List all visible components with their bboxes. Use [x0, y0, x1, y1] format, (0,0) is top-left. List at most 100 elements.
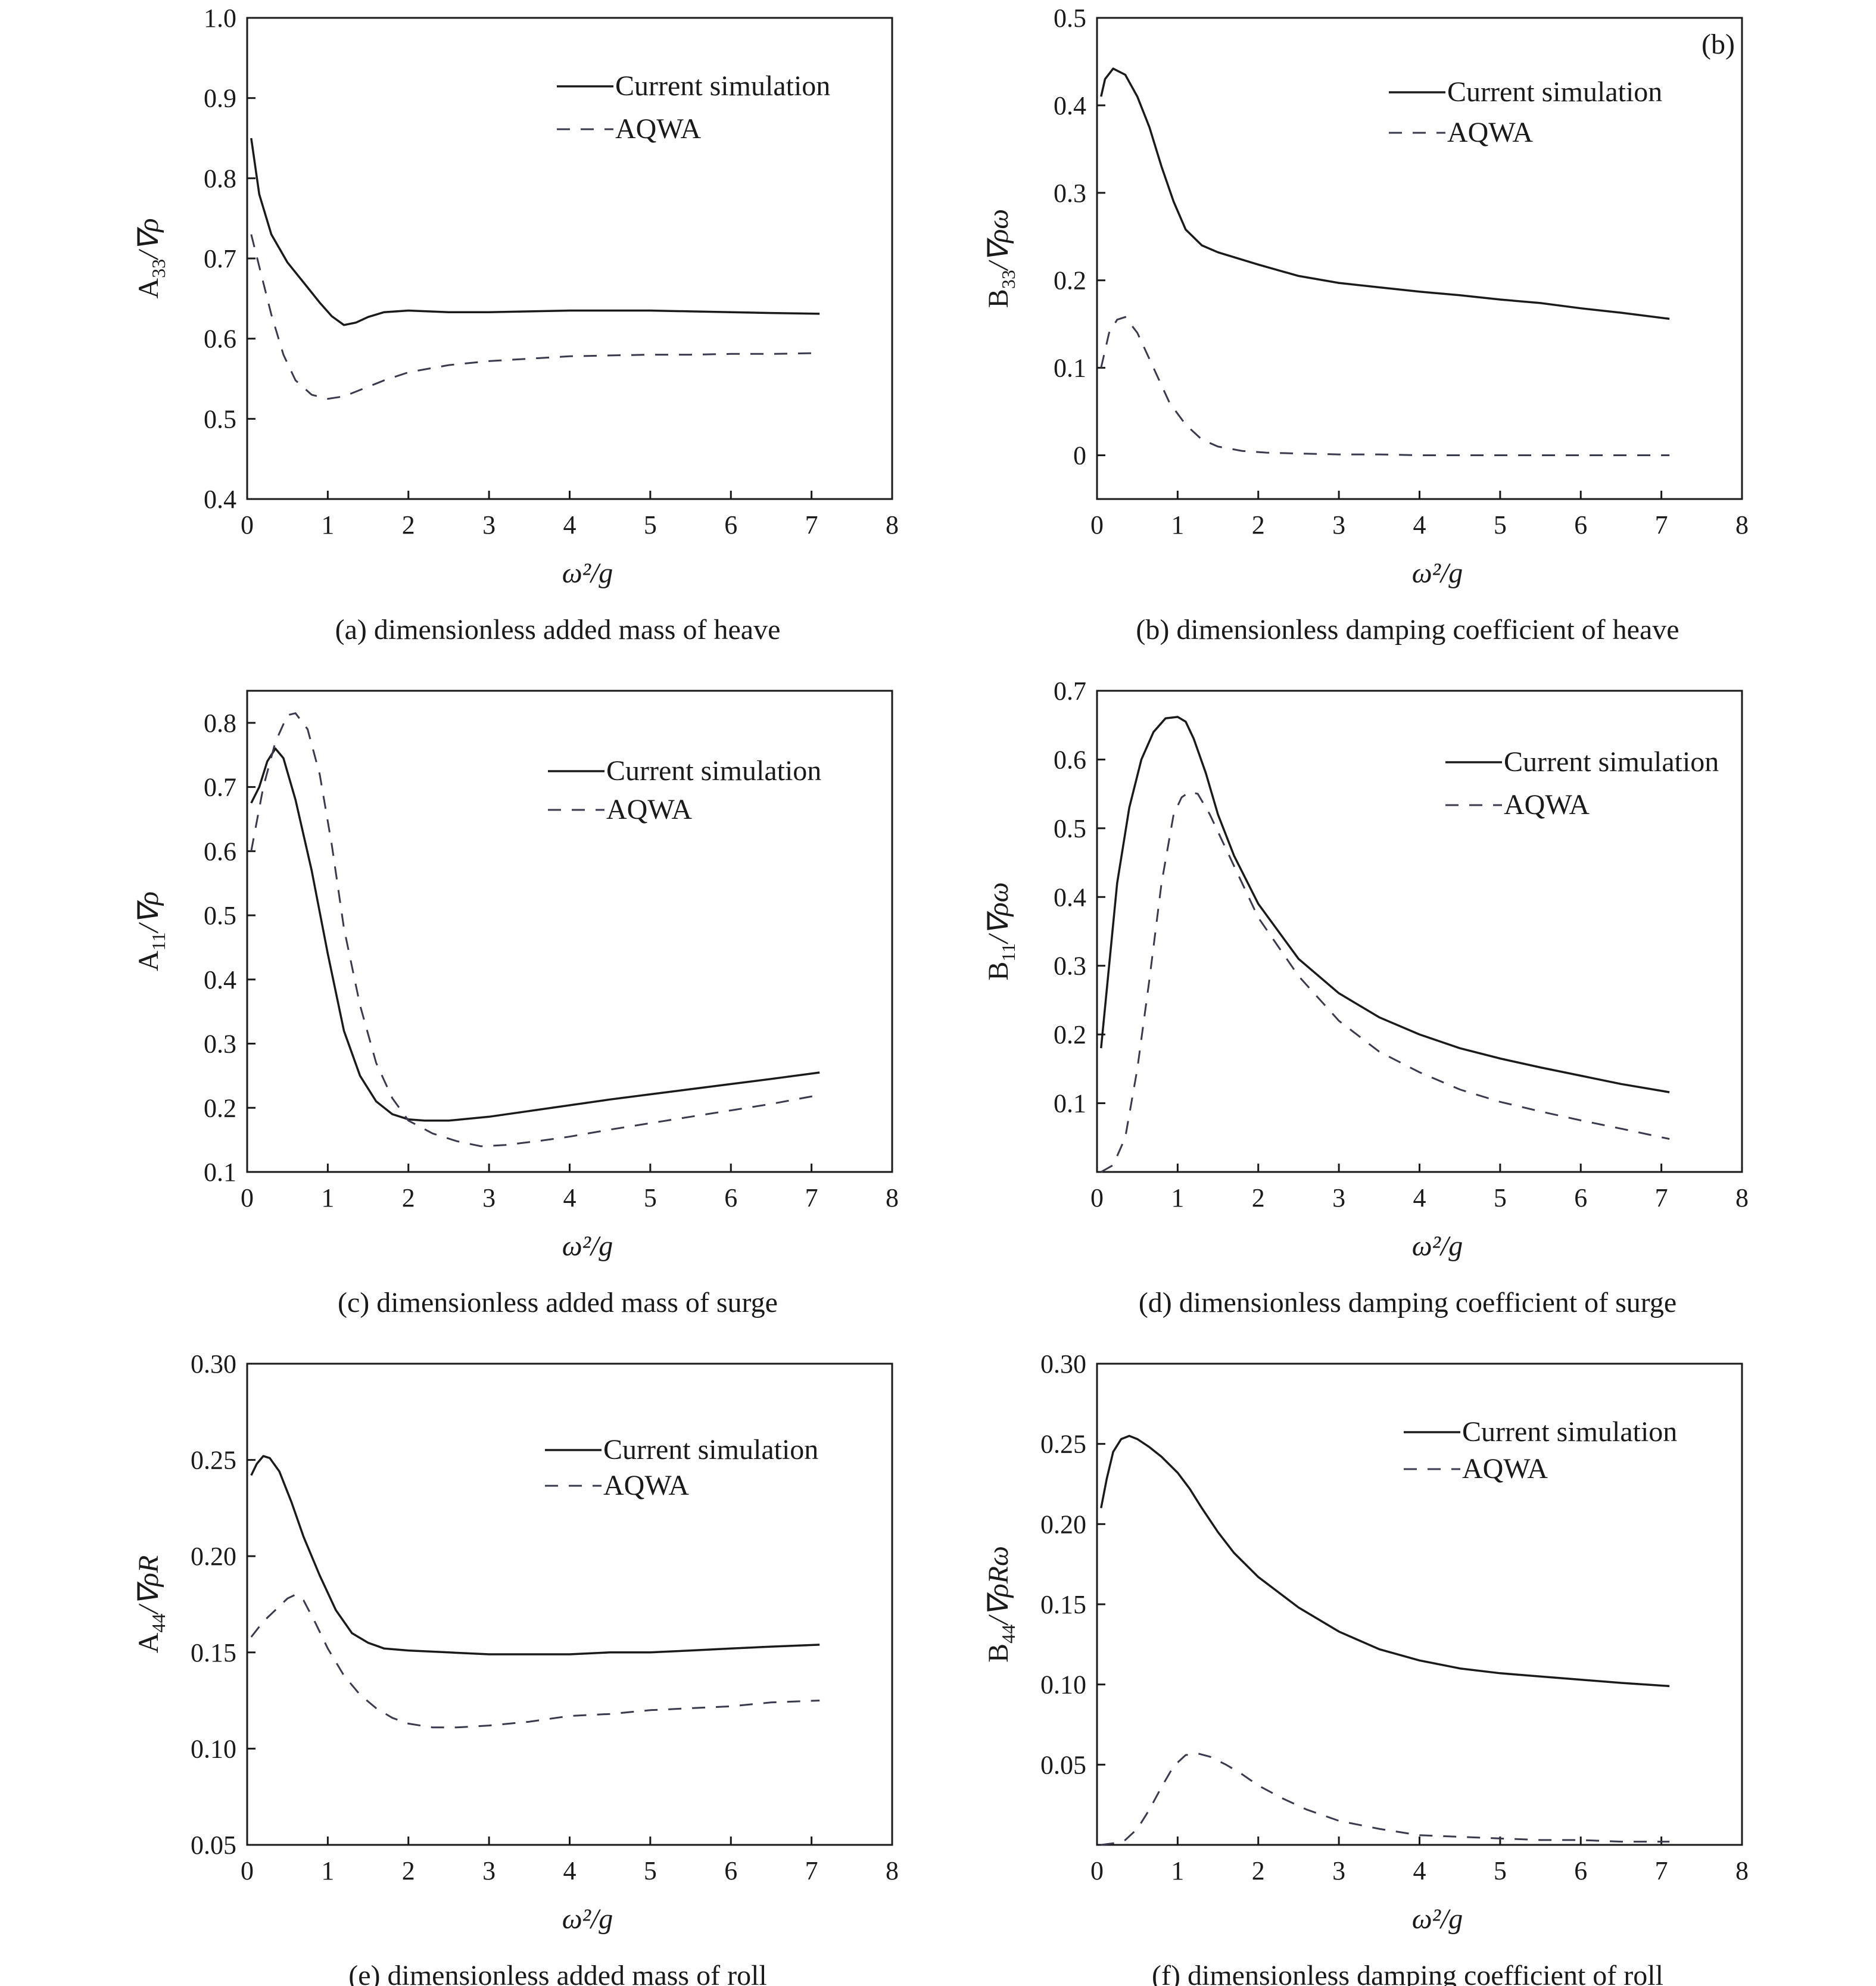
y-axis-label-subscript: 33 — [148, 259, 169, 278]
y-axis-label-subscript: 33 — [998, 270, 1019, 289]
x-axis-label: ω²/g — [1412, 557, 1463, 589]
series-line-aqwa — [1101, 1752, 1670, 1846]
x-axis-label: ω²/g — [562, 1230, 613, 1262]
y-tick-label: 0.1 — [204, 1158, 236, 1187]
panel-caption: (d) dimensionless damping coefficient of… — [1139, 1287, 1676, 1318]
x-axis-label: ω²/g — [562, 1903, 613, 1935]
y-axis-label-rest: /∇ρR — [133, 1555, 164, 1616]
y-tick-label: 0.05 — [191, 1831, 236, 1860]
y-axis-label-main: A — [133, 950, 164, 971]
x-tick-label: 5 — [644, 1183, 657, 1212]
y-tick-label: 0.9 — [204, 84, 236, 113]
x-tick-label: 3 — [482, 510, 496, 540]
x-tick-label: 4 — [563, 510, 576, 540]
x-tick-label: 1 — [1171, 1183, 1184, 1212]
y-tick-label: 0.4 — [1054, 91, 1086, 120]
x-tick-label: 5 — [1494, 1856, 1507, 1885]
chart-panel-a: 0 1 2 3 4 5 6 7 8 0.4 0.5 0.6 0.7 0.8 0.9 1.0 ω²/g A33/∇ρ… — [133, 4, 899, 646]
x-tick-label: 0 — [241, 510, 254, 540]
legend-entry: AQWA — [1462, 1453, 1548, 1485]
y-tick-label: 0.6 — [204, 837, 236, 866]
series-line-aqwa — [1101, 791, 1670, 1173]
chart-panel-e: 0 1 2 3 4 5 6 7 8 0.05 0.10 0.15 0.20 0.25 0.30 ω²/g A44… — [133, 1349, 899, 1986]
x-axis-label: ω²/g — [1412, 1230, 1463, 1262]
y-axis-label-rest: /∇ρ — [133, 218, 164, 260]
y-tick-label: 0.20 — [1040, 1510, 1086, 1539]
y-tick-label: 0.25 — [1040, 1430, 1086, 1459]
panel-caption: (b) dimensionless damping coefficient of… — [1136, 614, 1679, 646]
y-axis-label-rest: /∇ρRω — [983, 1546, 1014, 1626]
x-tick-label: 1 — [1171, 1856, 1184, 1885]
x-tick-label: 2 — [1252, 1183, 1265, 1212]
legend-entry: Current simulation — [603, 1434, 818, 1466]
y-tick-label: 1.0 — [204, 4, 236, 33]
x-tick-label: 7 — [805, 1856, 818, 1885]
y-tick-label: 0.2 — [204, 1093, 236, 1123]
x-tick-label: 2 — [1252, 510, 1265, 540]
x-tick-label: 6 — [1574, 510, 1587, 540]
chart-panel-f: 0 1 2 3 4 5 6 7 8 0.05 0.10 0.15 0.20 0.25 0.30 ω²/g B44… — [983, 1349, 1749, 1986]
y-tick-label: 0.15 — [191, 1638, 236, 1667]
series-line-aqwa — [250, 712, 820, 1148]
y-tick-label: 0.5 — [204, 404, 236, 434]
x-tick-label: 6 — [724, 510, 737, 540]
x-tick-label: 1 — [321, 510, 334, 540]
panel-caption: (e) dimensionless added mass of roll — [348, 1960, 767, 1986]
y-tick-label: 0.5 — [1054, 814, 1086, 843]
legend-entry: Current simulation — [615, 70, 830, 102]
y-tick-label: 0.3 — [204, 1030, 236, 1059]
y-axis-label: B33/∇ρω — [983, 209, 1019, 308]
x-tick-label: 4 — [1413, 1183, 1426, 1212]
x-tick-label: 2 — [402, 1856, 415, 1885]
x-tick-label: 7 — [1655, 1183, 1668, 1212]
y-tick-label: 0.10 — [1040, 1670, 1086, 1700]
chart-panel-c: 0 1 2 3 4 5 6 7 8 0.1 0.2 0.3 0.4 0.5 0.6 0.7 0.8 ω²/g A11… — [133, 690, 899, 1318]
y-axis-label-subscript: 44 — [998, 1625, 1019, 1644]
series-line-current-simulation — [1100, 1435, 1670, 1688]
x-tick-label: 3 — [1332, 1183, 1345, 1212]
y-tick-label: 0.6 — [1054, 745, 1086, 774]
chart-panel-d: 0 1 2 3 4 5 6 7 8 0.1 0.2 0.3 0.4 0.5 0.6 0.7 ω²/g B11/∇ρ… — [983, 676, 1749, 1318]
x-tick-label: 0 — [241, 1856, 254, 1885]
y-tick-label: 0.4 — [1054, 883, 1086, 912]
x-tick-label: 7 — [805, 510, 818, 540]
x-tick-label: 6 — [724, 1183, 737, 1212]
y-axis-label-rest: /∇ρω — [983, 882, 1014, 944]
y-axis-label: B11/∇ρω — [983, 882, 1019, 980]
series-line-current-simulation — [250, 1455, 820, 1655]
y-tick-label: 0.25 — [191, 1446, 236, 1475]
x-tick-label: 7 — [805, 1183, 818, 1212]
y-axis-label-rest: /∇ρω — [983, 209, 1014, 272]
y-axis-label-subscript: 11 — [148, 933, 169, 951]
y-tick-label: 0.8 — [204, 164, 236, 193]
y-tick-label: 0.7 — [204, 773, 236, 802]
y-tick-label: 0.4 — [204, 965, 236, 994]
x-tick-label: 5 — [644, 1856, 657, 1885]
y-tick-label: 0.4 — [204, 485, 236, 514]
y-tick-label: 0.7 — [1054, 676, 1086, 706]
y-tick-label: 0.5 — [1054, 4, 1086, 33]
x-tick-label: 3 — [482, 1183, 496, 1212]
y-axis-label: A11/∇ρ — [133, 891, 169, 971]
x-tick-label: 4 — [1413, 1856, 1426, 1885]
panel-label: (b) — [1702, 29, 1735, 60]
chart-panel-b: 0 1 2 3 4 5 6 7 8 0 0.1 0.2 0.3 0.4 0.5 ω²/g B33/∇ρω (b) … — [983, 4, 1749, 646]
series-line-current-simulation — [1100, 67, 1670, 320]
y-tick-label: 0.05 — [1040, 1750, 1086, 1779]
y-axis-label-main: A — [133, 1632, 164, 1653]
y-axis-label-subscript: 11 — [998, 943, 1019, 962]
x-tick-label: 8 — [886, 510, 899, 540]
x-tick-label: 8 — [1735, 1183, 1749, 1212]
y-axis-label: B44/∇ρRω — [983, 1546, 1019, 1663]
y-tick-label: 0.8 — [204, 709, 236, 738]
series-line-current-simulation — [1100, 716, 1670, 1093]
series-line-aqwa — [250, 1594, 820, 1729]
x-tick-label: 2 — [402, 1183, 415, 1212]
legend-entry: Current simulation — [606, 755, 821, 787]
y-tick-label: 0.30 — [191, 1349, 236, 1379]
panel-caption: (c) dimensionless added mass of surge — [338, 1287, 778, 1318]
y-tick-label: 0.2 — [1054, 1020, 1086, 1049]
x-tick-label: 3 — [482, 1856, 496, 1885]
x-tick-label: 7 — [1655, 1856, 1668, 1885]
